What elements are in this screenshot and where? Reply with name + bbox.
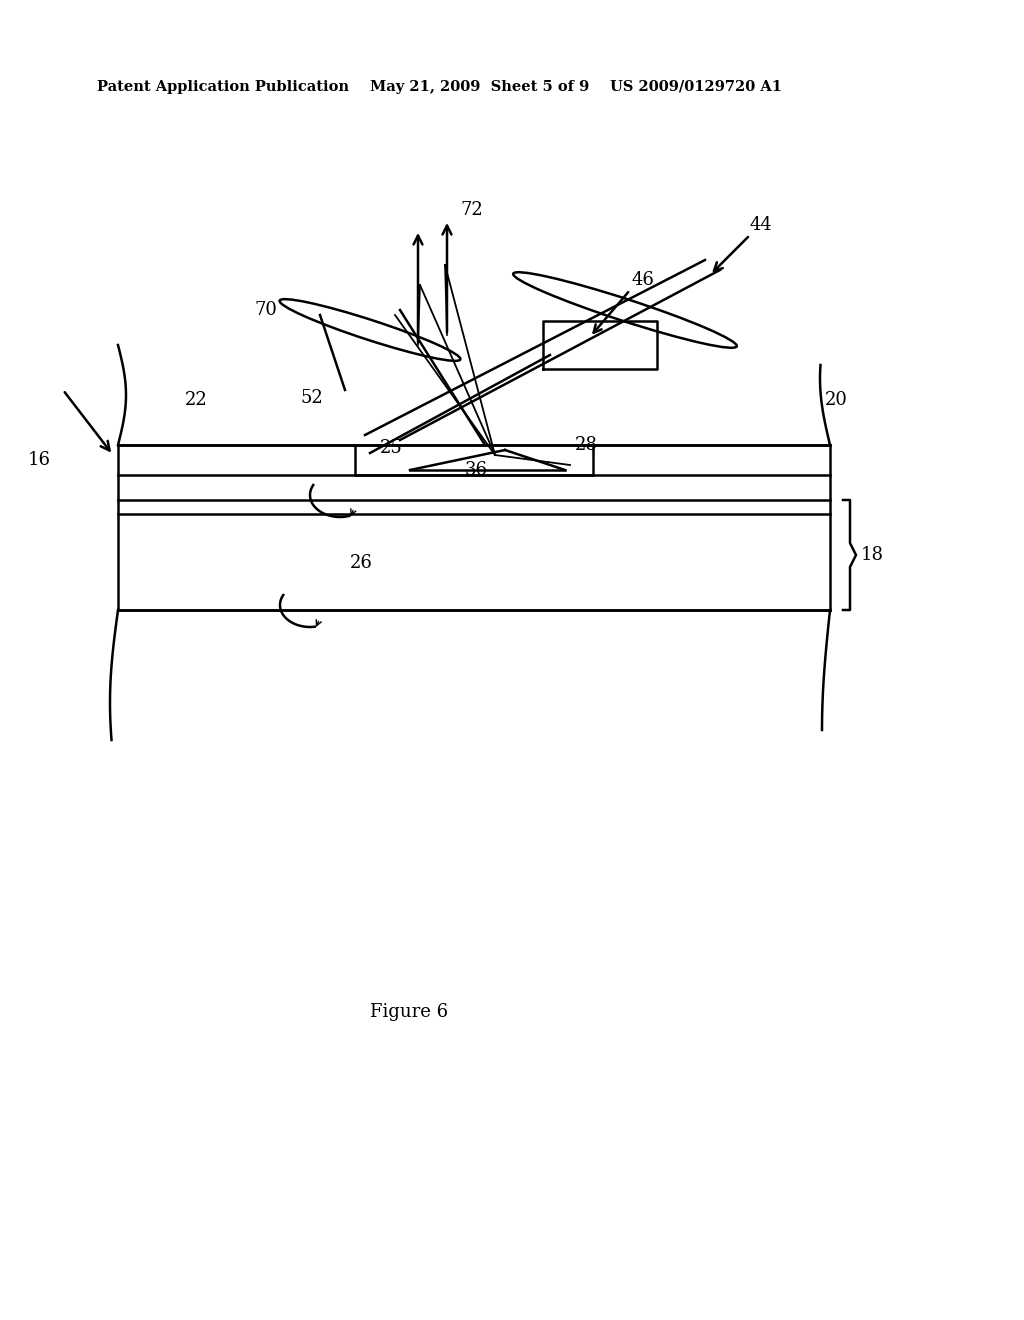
- Text: 20: 20: [825, 391, 848, 409]
- Text: Figure 6: Figure 6: [370, 1003, 449, 1020]
- Text: 46: 46: [632, 271, 655, 289]
- Text: 25: 25: [380, 440, 402, 457]
- Text: 70: 70: [255, 301, 278, 319]
- Text: May 21, 2009  Sheet 5 of 9: May 21, 2009 Sheet 5 of 9: [370, 81, 589, 94]
- Text: US 2009/0129720 A1: US 2009/0129720 A1: [610, 81, 782, 94]
- Text: 36: 36: [465, 461, 488, 479]
- Text: 52: 52: [300, 389, 323, 407]
- Text: 26: 26: [350, 554, 373, 572]
- Text: 18: 18: [861, 546, 884, 564]
- Text: 16: 16: [28, 451, 51, 469]
- Text: 28: 28: [575, 436, 598, 454]
- Text: 22: 22: [185, 391, 208, 409]
- Text: 44: 44: [750, 216, 773, 234]
- Text: 72: 72: [460, 201, 482, 219]
- Text: Patent Application Publication: Patent Application Publication: [97, 81, 349, 94]
